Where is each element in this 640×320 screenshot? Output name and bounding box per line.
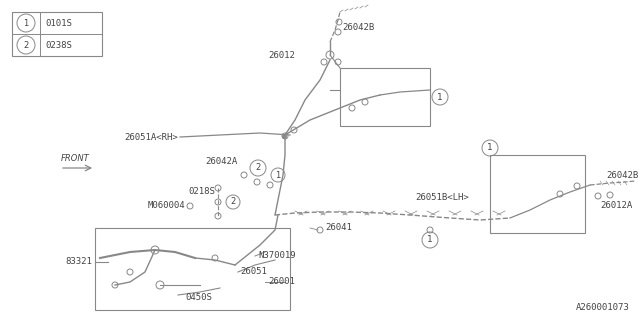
Text: 1: 1	[487, 143, 493, 153]
Text: 26041: 26041	[325, 223, 352, 233]
Text: 2: 2	[230, 197, 236, 206]
Text: A260001073: A260001073	[576, 303, 630, 312]
Text: 1: 1	[24, 19, 29, 28]
Text: N370019: N370019	[258, 252, 296, 260]
Text: 0101S: 0101S	[45, 19, 72, 28]
Bar	[490, 155, 585, 233]
Text: 1: 1	[427, 236, 433, 244]
Text: 26042B: 26042B	[606, 171, 638, 180]
Bar	[340, 68, 430, 126]
Text: 26042A: 26042A	[205, 157, 238, 166]
Text: 26051: 26051	[240, 268, 267, 276]
Text: 26042B: 26042B	[342, 23, 374, 33]
Bar	[12, 12, 102, 56]
Text: 26001: 26001	[268, 277, 295, 286]
Text: 0218S: 0218S	[188, 188, 215, 196]
Bar	[95, 228, 290, 310]
Text: 26051B<LH>: 26051B<LH>	[415, 194, 468, 203]
Text: 1: 1	[437, 92, 443, 101]
Text: M060004: M060004	[147, 202, 185, 211]
Text: 26051A<RH>: 26051A<RH>	[124, 132, 178, 141]
Text: 2: 2	[255, 164, 260, 172]
Text: 0238S: 0238S	[45, 41, 72, 50]
Text: 83321: 83321	[65, 258, 92, 267]
Text: 2: 2	[24, 41, 29, 50]
Text: FRONT: FRONT	[61, 154, 90, 163]
Text: 1: 1	[275, 171, 280, 180]
Text: 0450S: 0450S	[185, 293, 212, 302]
Text: 26012A: 26012A	[600, 202, 632, 211]
Text: 26012: 26012	[268, 52, 295, 60]
